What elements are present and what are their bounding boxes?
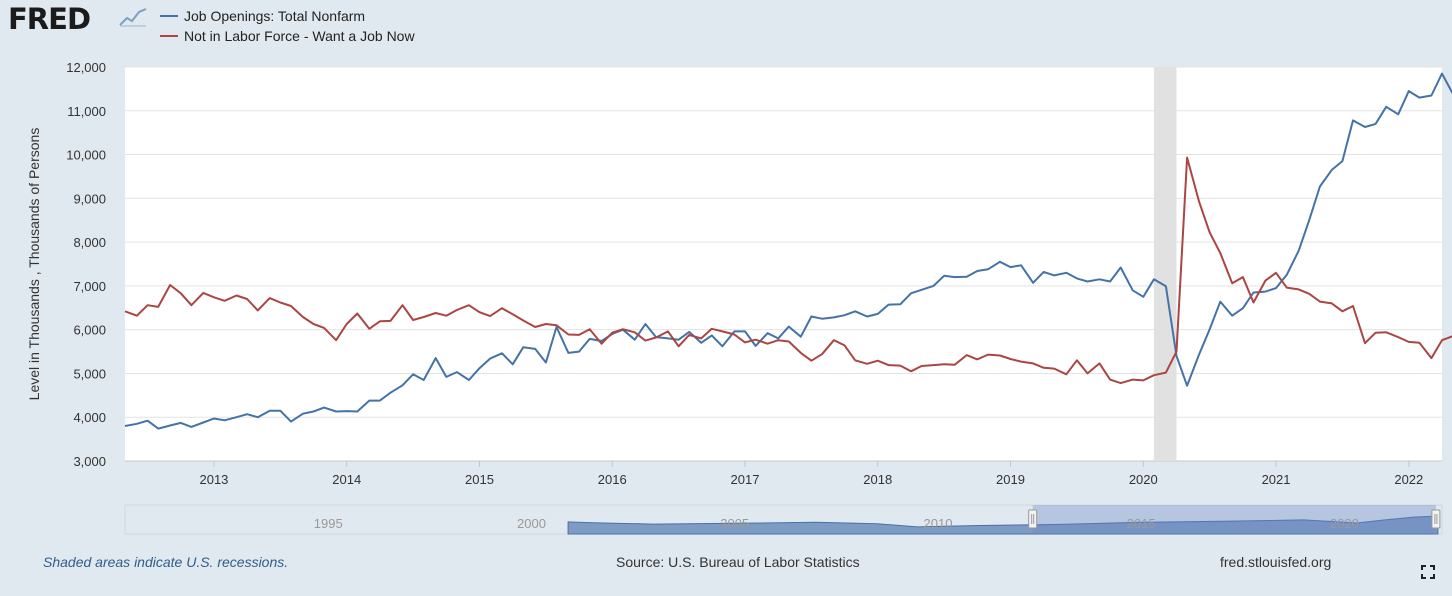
navigator-handle-left[interactable] — [1028, 509, 1038, 529]
x-tick-label: 2014 — [332, 472, 361, 487]
range-navigator: 1995 2000 2005 2010 2015 2020 — [124, 504, 1443, 535]
y-tick-label: 9,000 — [73, 191, 106, 206]
navigator-selection[interactable] — [1032, 505, 1436, 534]
y-tick-label: 10,000 — [66, 148, 106, 163]
source-text: Source: U.S. Bureau of Labor Statistics — [616, 554, 860, 570]
navigator-tick-label: 2000 — [517, 516, 546, 531]
navigator-tick-label: 2020 — [1330, 516, 1359, 531]
y-tick-label: 8,000 — [73, 235, 106, 250]
x-tick-label: 2022 — [1394, 472, 1423, 487]
navigator-tick-label: 2010 — [924, 516, 953, 531]
y-tick-label: 7,000 — [73, 279, 106, 294]
y-tick-label: 3,000 — [73, 454, 106, 469]
y-tick-label: 6,000 — [73, 323, 106, 338]
y-tick-label: 12,000 — [66, 60, 106, 75]
legend-label: Not in Labor Force - Want a Job Now — [184, 28, 415, 44]
x-tick-label: 2016 — [598, 472, 627, 487]
fred-logo[interactable]: FRED — [8, 2, 91, 36]
navigator-series — [567, 515, 1439, 535]
y-tick-label: 4,000 — [73, 410, 106, 425]
series-line-not-in-labor-force[interactable] — [124, 156, 1452, 385]
fred-url-link[interactable]: fred.stlouisfed.org — [1220, 554, 1332, 570]
navigator-tick-label: 2005 — [720, 516, 749, 531]
recession-note: Shaded areas indicate U.S. recessions. — [43, 554, 289, 570]
y-tick-label: 11,000 — [67, 104, 106, 119]
recession-band — [1153, 67, 1177, 461]
grid — [125, 66, 1442, 462]
legend-swatch — [160, 35, 178, 37]
navigator-handle-right[interactable] — [1431, 509, 1441, 529]
fullscreen-icon[interactable] — [1420, 564, 1436, 580]
x-tick-label: 2017 — [731, 472, 760, 487]
x-tick-label: 2019 — [996, 472, 1025, 487]
y-tick-label: 5,000 — [73, 366, 106, 381]
legend-swatch — [160, 15, 178, 17]
chart-line-icon — [119, 8, 147, 27]
x-tick-label: 2020 — [1129, 472, 1158, 487]
legend-item-job-openings[interactable]: Job Openings: Total Nonfarm — [160, 6, 415, 26]
x-tick-label: 2018 — [863, 472, 892, 487]
plot-background — [125, 67, 1442, 461]
series-line-job-openings[interactable] — [124, 72, 1452, 430]
legend-item-not-in-labor-force[interactable]: Not in Labor Force - Want a Job Now — [160, 26, 415, 46]
navigator-tick-label: 2015 — [1127, 516, 1156, 531]
x-tick-label: 2013 — [199, 472, 228, 487]
y-axis-label: Level in Thousands , Thousands of Person… — [26, 127, 42, 401]
x-tick-label: 2015 — [465, 472, 494, 487]
legend: Job Openings: Total Nonfarm Not in Labor… — [160, 6, 415, 46]
navigator-tick-label: 1995 — [314, 516, 343, 531]
x-tick-label: 2021 — [1262, 472, 1291, 487]
legend-label: Job Openings: Total Nonfarm — [184, 8, 366, 24]
